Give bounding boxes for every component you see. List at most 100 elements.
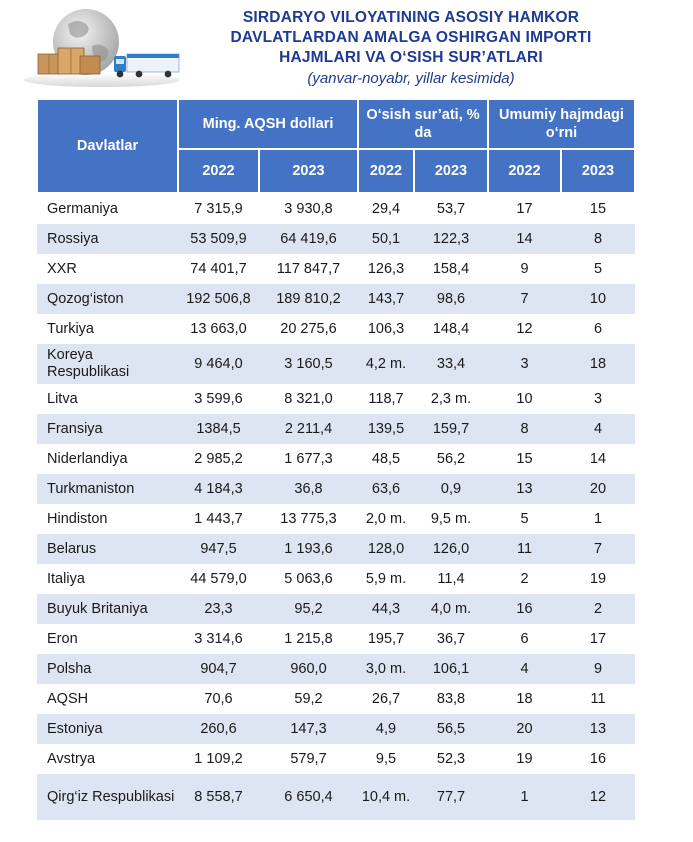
cell-value-2022: 9 464,0 xyxy=(178,344,259,384)
header-year-rank-2022: 2022 xyxy=(487,148,562,194)
cell-growth-2022: 118,7 xyxy=(358,384,414,414)
table-row: Koreya Respublikasi 9 464,0 3 160,5 4,2 m. 3… xyxy=(37,344,635,384)
cell-growth-2022: 2,0 m. xyxy=(358,504,414,534)
cell-value-2023: 5 063,6 xyxy=(259,564,358,594)
cell-value-2023: 2 211,4 xyxy=(259,414,358,444)
cell-growth-2022: 195,7 xyxy=(358,624,414,654)
cell-value-2023: 59,2 xyxy=(259,684,358,714)
cell-growth-2023: 9,5 m. xyxy=(414,504,488,534)
table-row: Turkmaniston 4 184,3 36,8 63,6 0,9 13 20 xyxy=(37,474,635,504)
cell-rank-2022: 13 xyxy=(488,474,561,504)
cell-value-2022: 1 443,7 xyxy=(178,504,259,534)
table-row: Buyuk Britaniya 23,3 95,2 44,3 4,0 m. 16 2 xyxy=(37,594,635,624)
cell-rank-2022: 8 xyxy=(488,414,561,444)
cell-growth-2023: 126,0 xyxy=(414,534,488,564)
cell-country: Italiya xyxy=(37,564,178,594)
table-row: Rossiya 53 509,9 64 419,6 50,1 122,3 14 8 xyxy=(37,224,635,254)
cell-value-2023: 1 215,8 xyxy=(259,624,358,654)
cell-growth-2023: 11,4 xyxy=(414,564,488,594)
cell-value-2022: 904,7 xyxy=(178,654,259,684)
cell-value-2023: 36,8 xyxy=(259,474,358,504)
cell-rank-2022: 3 xyxy=(488,344,561,384)
table-row: Litva 3 599,6 8 321,0 118,7 2,3 m. 10 3 xyxy=(37,384,635,414)
cell-rank-2022: 11 xyxy=(488,534,561,564)
cell-value-2023: 95,2 xyxy=(259,594,358,624)
table-row: Eron 3 314,6 1 215,8 195,7 36,7 6 17 xyxy=(37,624,635,654)
cell-growth-2023: 36,7 xyxy=(414,624,488,654)
table-row: XXR 74 401,7 117 847,7 126,3 158,4 9 5 xyxy=(37,254,635,284)
header-year-growth-2023: 2023 xyxy=(413,148,489,194)
cell-growth-2022: 9,5 xyxy=(358,744,414,774)
cell-growth-2022: 4,9 xyxy=(358,714,414,744)
cell-value-2023: 3 160,5 xyxy=(259,344,358,384)
cell-country: Hindiston xyxy=(37,504,178,534)
cell-value-2023: 20 275,6 xyxy=(259,314,358,344)
cell-growth-2023: 0,9 xyxy=(414,474,488,504)
page-title-line-3: HAJMLARI VA O‘SISH SUR’ATLARI xyxy=(279,49,543,66)
cell-value-2023: 189 810,2 xyxy=(259,284,358,314)
table-row: Avstrya 1 109,2 579,7 9,5 52,3 19 16 xyxy=(37,744,635,774)
cell-rank-2022: 14 xyxy=(488,224,561,254)
cell-growth-2023: 158,4 xyxy=(414,254,488,284)
page-title-line-2: DAVLATLARDAN AMALGA OSHIRGAN IMPORTI xyxy=(230,29,592,46)
cell-value-2022: 23,3 xyxy=(178,594,259,624)
cell-rank-2022: 15 xyxy=(488,444,561,474)
cell-country: Qozog‘iston xyxy=(37,284,178,314)
page-title-block: SIRDARYO VILOYATINING ASOSIY HAMKOR DAVL… xyxy=(195,8,627,88)
table-row: Germaniya 7 315,9 3 930,8 29,4 53,7 17 15 xyxy=(37,193,635,224)
cell-value-2022: 1 109,2 xyxy=(178,744,259,774)
cell-growth-2022: 63,6 xyxy=(358,474,414,504)
cell-rank-2022: 16 xyxy=(488,594,561,624)
cell-growth-2023: 2,3 m. xyxy=(414,384,488,414)
cell-value-2023: 117 847,7 xyxy=(259,254,358,284)
cell-country: Germaniya xyxy=(37,193,178,224)
header-year-value-2023: 2023 xyxy=(258,148,359,194)
cell-country: Eron xyxy=(37,624,178,654)
cell-country: Fransiya xyxy=(37,414,178,444)
cell-growth-2023: 159,7 xyxy=(414,414,488,444)
cell-growth-2022: 126,3 xyxy=(358,254,414,284)
cell-value-2022: 70,6 xyxy=(178,684,259,714)
cell-growth-2022: 10,4 m. xyxy=(358,774,414,820)
cell-rank-2022: 18 xyxy=(488,684,561,714)
table-row: Italiya 44 579,0 5 063,6 5,9 m. 11,4 2 19 xyxy=(37,564,635,594)
import-table: Davlatlar Ming. AQSH dollari O‘sish sur’… xyxy=(36,98,636,820)
header-value: Ming. AQSH dollari xyxy=(177,98,359,150)
cell-rank-2022: 9 xyxy=(488,254,561,284)
cell-rank-2023: 15 xyxy=(561,193,635,224)
table-row: Qozog‘iston 192 506,8 189 810,2 143,7 98,6 7 1… xyxy=(37,284,635,314)
cell-growth-2023: 83,8 xyxy=(414,684,488,714)
table-body: Germaniya 7 315,9 3 930,8 29,4 53,7 17 15 Rossi… xyxy=(37,193,635,820)
cell-country: XXR xyxy=(37,254,178,284)
cell-rank-2023: 19 xyxy=(561,564,635,594)
header-year-rank-2023: 2023 xyxy=(560,148,636,194)
cell-growth-2022: 106,3 xyxy=(358,314,414,344)
header-rank: Umumiy hajmdagi o‘rni xyxy=(487,98,636,150)
cell-country: Belarus xyxy=(37,534,178,564)
cell-rank-2022: 1 xyxy=(488,774,561,820)
cell-rank-2023: 3 xyxy=(561,384,635,414)
cell-value-2023: 8 321,0 xyxy=(259,384,358,414)
cell-rank-2022: 12 xyxy=(488,314,561,344)
cell-value-2023: 3 930,8 xyxy=(259,193,358,224)
cell-growth-2023: 122,3 xyxy=(414,224,488,254)
cell-country: Qirg‘iz Respublikasi xyxy=(37,774,178,820)
cell-growth-2022: 3,0 m. xyxy=(358,654,414,684)
cell-rank-2023: 5 xyxy=(561,254,635,284)
cell-rank-2023: 4 xyxy=(561,414,635,444)
cell-growth-2022: 29,4 xyxy=(358,193,414,224)
cell-country: Turkmaniston xyxy=(37,474,178,504)
cell-rank-2023: 11 xyxy=(561,684,635,714)
table-row: Fransiya 1384,5 2 211,4 139,5 159,7 8 4 xyxy=(37,414,635,444)
table-row: Estoniya 260,6 147,3 4,9 56,5 20 13 xyxy=(37,714,635,744)
table-row: Belarus 947,5 1 193,6 128,0 126,0 11 7 xyxy=(37,534,635,564)
cell-value-2022: 4 184,3 xyxy=(178,474,259,504)
cell-country: Polsha xyxy=(37,654,178,684)
cell-value-2022: 44 579,0 xyxy=(178,564,259,594)
cell-rank-2022: 4 xyxy=(488,654,561,684)
cell-country: Niderlandiya xyxy=(37,444,178,474)
cell-growth-2022: 48,5 xyxy=(358,444,414,474)
cell-rank-2022: 19 xyxy=(488,744,561,774)
cell-rank-2022: 5 xyxy=(488,504,561,534)
cell-rank-2023: 9 xyxy=(561,654,635,684)
